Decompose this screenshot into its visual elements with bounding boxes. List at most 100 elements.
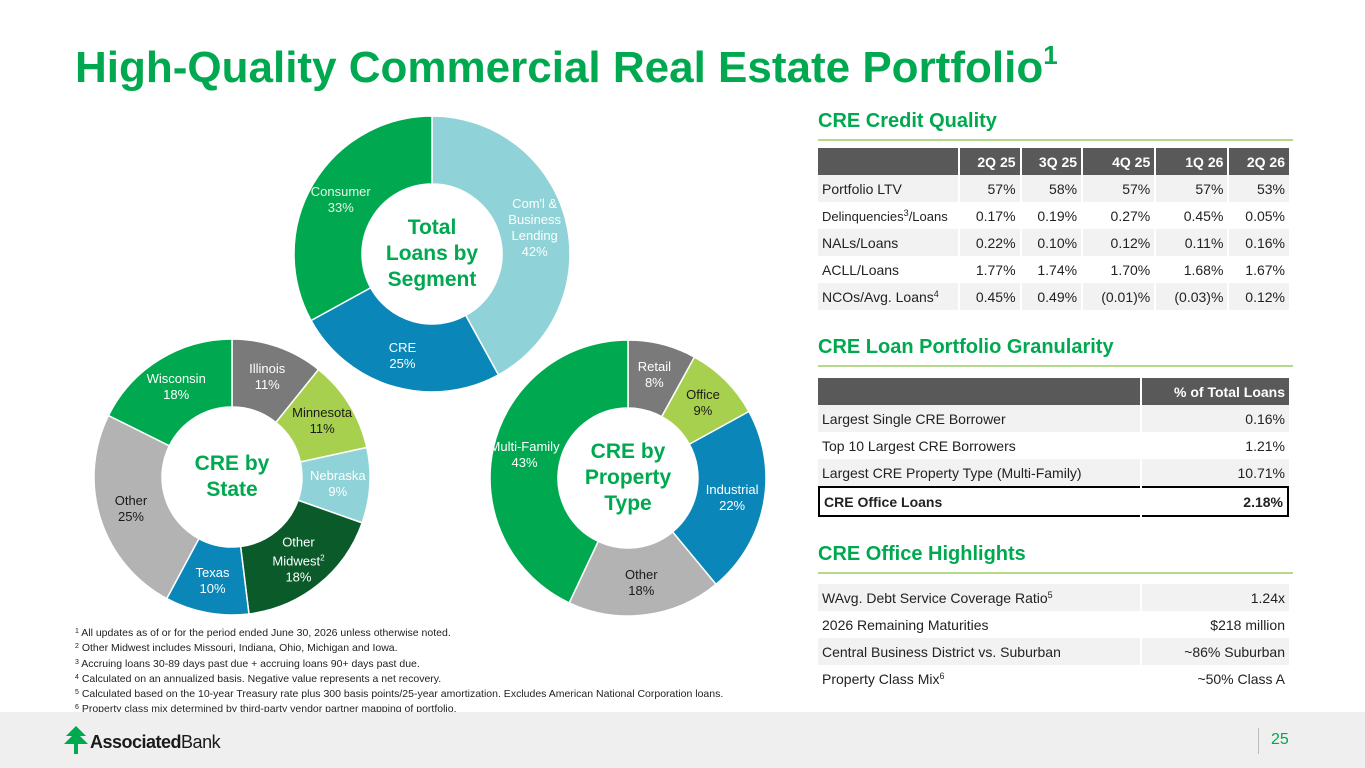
cell-value: 0.05% <box>1245 207 1285 224</box>
divider <box>1258 728 1259 754</box>
cell-value: 0.45% <box>1183 207 1224 224</box>
cell-value: 0.19% <box>1037 207 1078 224</box>
value-label: 9% <box>328 483 348 499</box>
donut-slice <box>671 410 767 586</box>
cell-value: 1.77% <box>975 261 1016 278</box>
center-label-line: Loans by <box>385 242 479 265</box>
donut-charts <box>93 115 767 617</box>
center-label-line: State <box>206 478 258 501</box>
column-header: 2Q 26 <box>1229 148 1289 175</box>
cell-value: 0.16% <box>1142 405 1289 432</box>
category-label: Industrial <box>705 481 759 497</box>
footnote-mark: 3 <box>75 658 79 666</box>
cell-value: 0.27% <box>1110 207 1151 224</box>
label-text: ACLL/Loans <box>822 261 900 278</box>
footnote: 5 Calculated based on the 10-year Treasu… <box>75 686 723 701</box>
value-label: 18% <box>285 569 312 585</box>
table-row: Portfolio LTV 57% 58% 57% 57% 53% <box>818 175 1289 202</box>
column-header: 4Q 25 <box>1083 148 1155 175</box>
label-note: 6 <box>939 670 945 681</box>
cell-value: 1.67% <box>1245 261 1285 278</box>
label-text: Largest Single CRE Borrower <box>822 410 1006 427</box>
cell-value: 0.16% <box>1229 229 1289 256</box>
slice-label: Industrial 22% <box>693 482 771 514</box>
category-label: Other Midwest <box>272 534 321 569</box>
section-title: CRE Loan Portfolio Granularity <box>818 336 1293 367</box>
table-row: Delinquencies3/Loans 0.17% 0.19% 0.27% 0.45%… <box>818 202 1289 229</box>
category-label: Illinois <box>249 361 286 377</box>
slice-label: Nebraska 9% <box>299 468 377 500</box>
slice-label: Wisconsin 18% <box>137 371 215 403</box>
center-label-line: CRE by <box>194 452 270 475</box>
slice-label: Consumer 33% <box>302 184 380 216</box>
logo-text: AssociatedBank <box>90 732 221 753</box>
title-text: High-Quality Commercial Real Estate Port… <box>75 43 1044 92</box>
category-label: Other <box>114 493 148 509</box>
row-label: Central Business District vs. Suburban <box>818 638 1140 665</box>
category-label: Other <box>625 567 658 583</box>
row-label: Portfolio LTV <box>818 175 958 202</box>
center-label-line: CRE by <box>590 440 666 463</box>
cell-value: 2.18% <box>1142 486 1289 517</box>
slice-label: Office 9% <box>664 387 742 419</box>
cell-value: 0.22% <box>960 229 1020 256</box>
cell-value: 1.74% <box>1037 261 1078 278</box>
cell-value: 1.24x <box>1142 584 1289 611</box>
slice-label: CRE 25% <box>363 340 441 372</box>
footnote-text: Accruing loans 30-89 days past due + acc… <box>81 657 420 670</box>
row-label: NALs/Loans <box>818 229 958 256</box>
footnote: 2 Other Midwest includes Missouri, India… <box>75 640 723 655</box>
slice-label: Other 18% <box>602 567 680 599</box>
footnote: 4 Calculated on an annualized basis. Neg… <box>75 671 723 686</box>
label-note: 5 <box>1047 589 1053 600</box>
label-text: NCOs/Avg. Loans <box>822 288 934 305</box>
category-label: Minnesota <box>292 405 353 421</box>
slice-label: Minnesota 11% <box>283 405 361 437</box>
logo-regular: Bank <box>181 732 221 752</box>
category-note: 2 <box>320 553 325 563</box>
label-text: Property Class Mix <box>822 670 940 687</box>
cell-value: 1.68% <box>1183 261 1224 278</box>
footnote-mark: 4 <box>75 673 79 681</box>
value-label: 18% <box>163 386 190 402</box>
column-header: % of Total Loans <box>1142 378 1289 405</box>
header-blank <box>818 148 958 175</box>
cell-value: 53% <box>1229 175 1289 202</box>
logo-icon <box>64 726 88 754</box>
value-label: 33% <box>327 200 354 216</box>
chart-labels: Com'l & Business Lending 42% CRE 25% Consume… <box>114 184 771 599</box>
slice-label: Retail 8% <box>615 359 693 391</box>
label-text: 2026 Remaining Maturities <box>822 616 989 633</box>
column-header: 2Q 25 <box>960 148 1020 175</box>
slice-label: Com'l & Business Lending 42% <box>496 196 574 260</box>
label-text: Central Business District vs. Suburban <box>822 643 1061 660</box>
category-label: Wisconsin <box>146 370 206 386</box>
row-label: Largest CRE Property Type (Multi-Family) <box>818 459 1140 486</box>
category-label: Retail <box>637 359 671 375</box>
footnote-mark: 2 <box>75 643 79 651</box>
row-label: CRE Office Loans <box>818 486 1140 517</box>
label-note: 4 <box>933 288 939 299</box>
row-label: Delinquencies3/Loans <box>818 202 958 229</box>
row-label: Largest Single CRE Borrower <box>818 405 1140 432</box>
value-label: 8% <box>644 375 664 391</box>
table-row: CRE Office Loans 2.18% <box>818 486 1289 517</box>
section-title: CRE Office Highlights <box>818 543 1293 574</box>
table-row: NALs/Loans 0.22% 0.10% 0.12% 0.11% 0.16% <box>818 229 1289 256</box>
footnote-text: Calculated based on the 10-year Treasury… <box>81 688 724 701</box>
label-text: Portfolio LTV <box>822 180 902 197</box>
table-row: ACLL/Loans 1.77% 1.74% 1.70% 1.68% 1.67% <box>818 256 1289 283</box>
center-label: Total Loans by Segment <box>367 215 497 293</box>
cell-value: 0.49% <box>1021 283 1082 310</box>
slice-label: Other Midwest2 18% <box>259 534 337 585</box>
label-note: 3 <box>903 207 909 218</box>
cell-value: (0.01)% <box>1083 283 1155 310</box>
value-label: 11% <box>254 377 280 393</box>
cell-value: 0.12% <box>1229 283 1289 310</box>
header-row: 2Q 25 3Q 25 4Q 25 1Q 26 2Q 26 <box>818 148 1289 175</box>
category-label: Office <box>686 387 720 403</box>
cell-value: 0.12% <box>1083 229 1155 256</box>
label-end: /Loans <box>908 208 948 224</box>
category-label: Nebraska <box>309 467 366 483</box>
